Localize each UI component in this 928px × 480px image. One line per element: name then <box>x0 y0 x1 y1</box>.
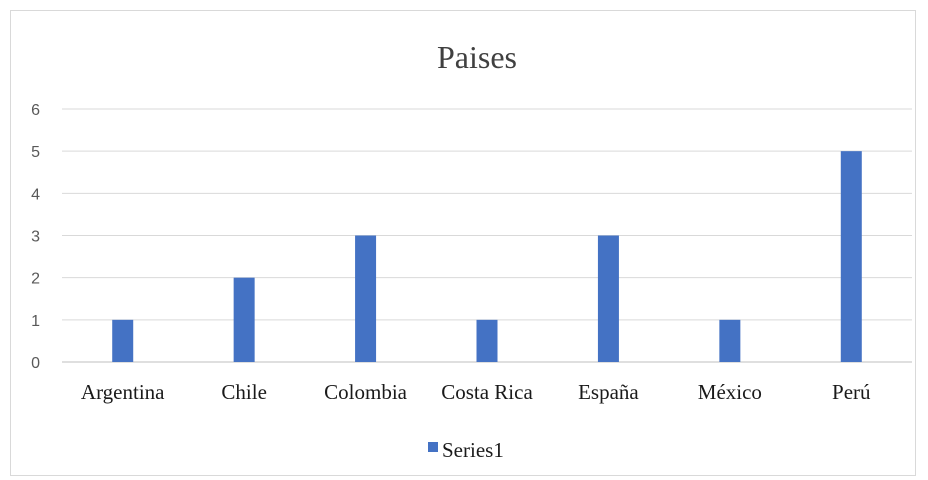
x-tick-label: Chile <box>221 380 267 404</box>
y-tick-label: 2 <box>31 271 40 288</box>
x-tick-label: México <box>698 380 762 404</box>
y-tick-label: 1 <box>31 313 40 330</box>
bar <box>233 277 255 362</box>
y-tick-label: 3 <box>31 229 40 246</box>
bar <box>476 319 498 362</box>
bar <box>840 151 862 362</box>
y-tick-label: 0 <box>31 355 40 372</box>
bar <box>597 235 619 362</box>
y-tick-label: 5 <box>31 144 40 161</box>
chart-title: Paises <box>437 39 517 75</box>
y-axis-ticks: 0 1 2 3 4 5 6 <box>31 102 40 372</box>
legend-swatch <box>428 442 438 452</box>
x-tick-label: Colombia <box>324 380 408 404</box>
bar <box>719 319 741 362</box>
x-tick-label: España <box>578 380 639 404</box>
chart-frame <box>10 10 916 476</box>
legend: Series1 <box>428 438 504 462</box>
bar <box>355 235 377 362</box>
x-tick-label: Argentina <box>81 380 165 404</box>
bar <box>112 319 134 362</box>
y-tick-label: 4 <box>31 186 40 203</box>
x-axis-ticks: Argentina Chile Colombia Costa Rica España Mé… <box>81 380 871 404</box>
bars <box>112 151 862 362</box>
x-tick-label: Perú <box>832 380 871 404</box>
legend-label: Series1 <box>442 438 504 462</box>
gridlines <box>62 108 912 363</box>
y-tick-label: 6 <box>31 102 40 119</box>
x-tick-label: Costa Rica <box>441 380 533 404</box>
